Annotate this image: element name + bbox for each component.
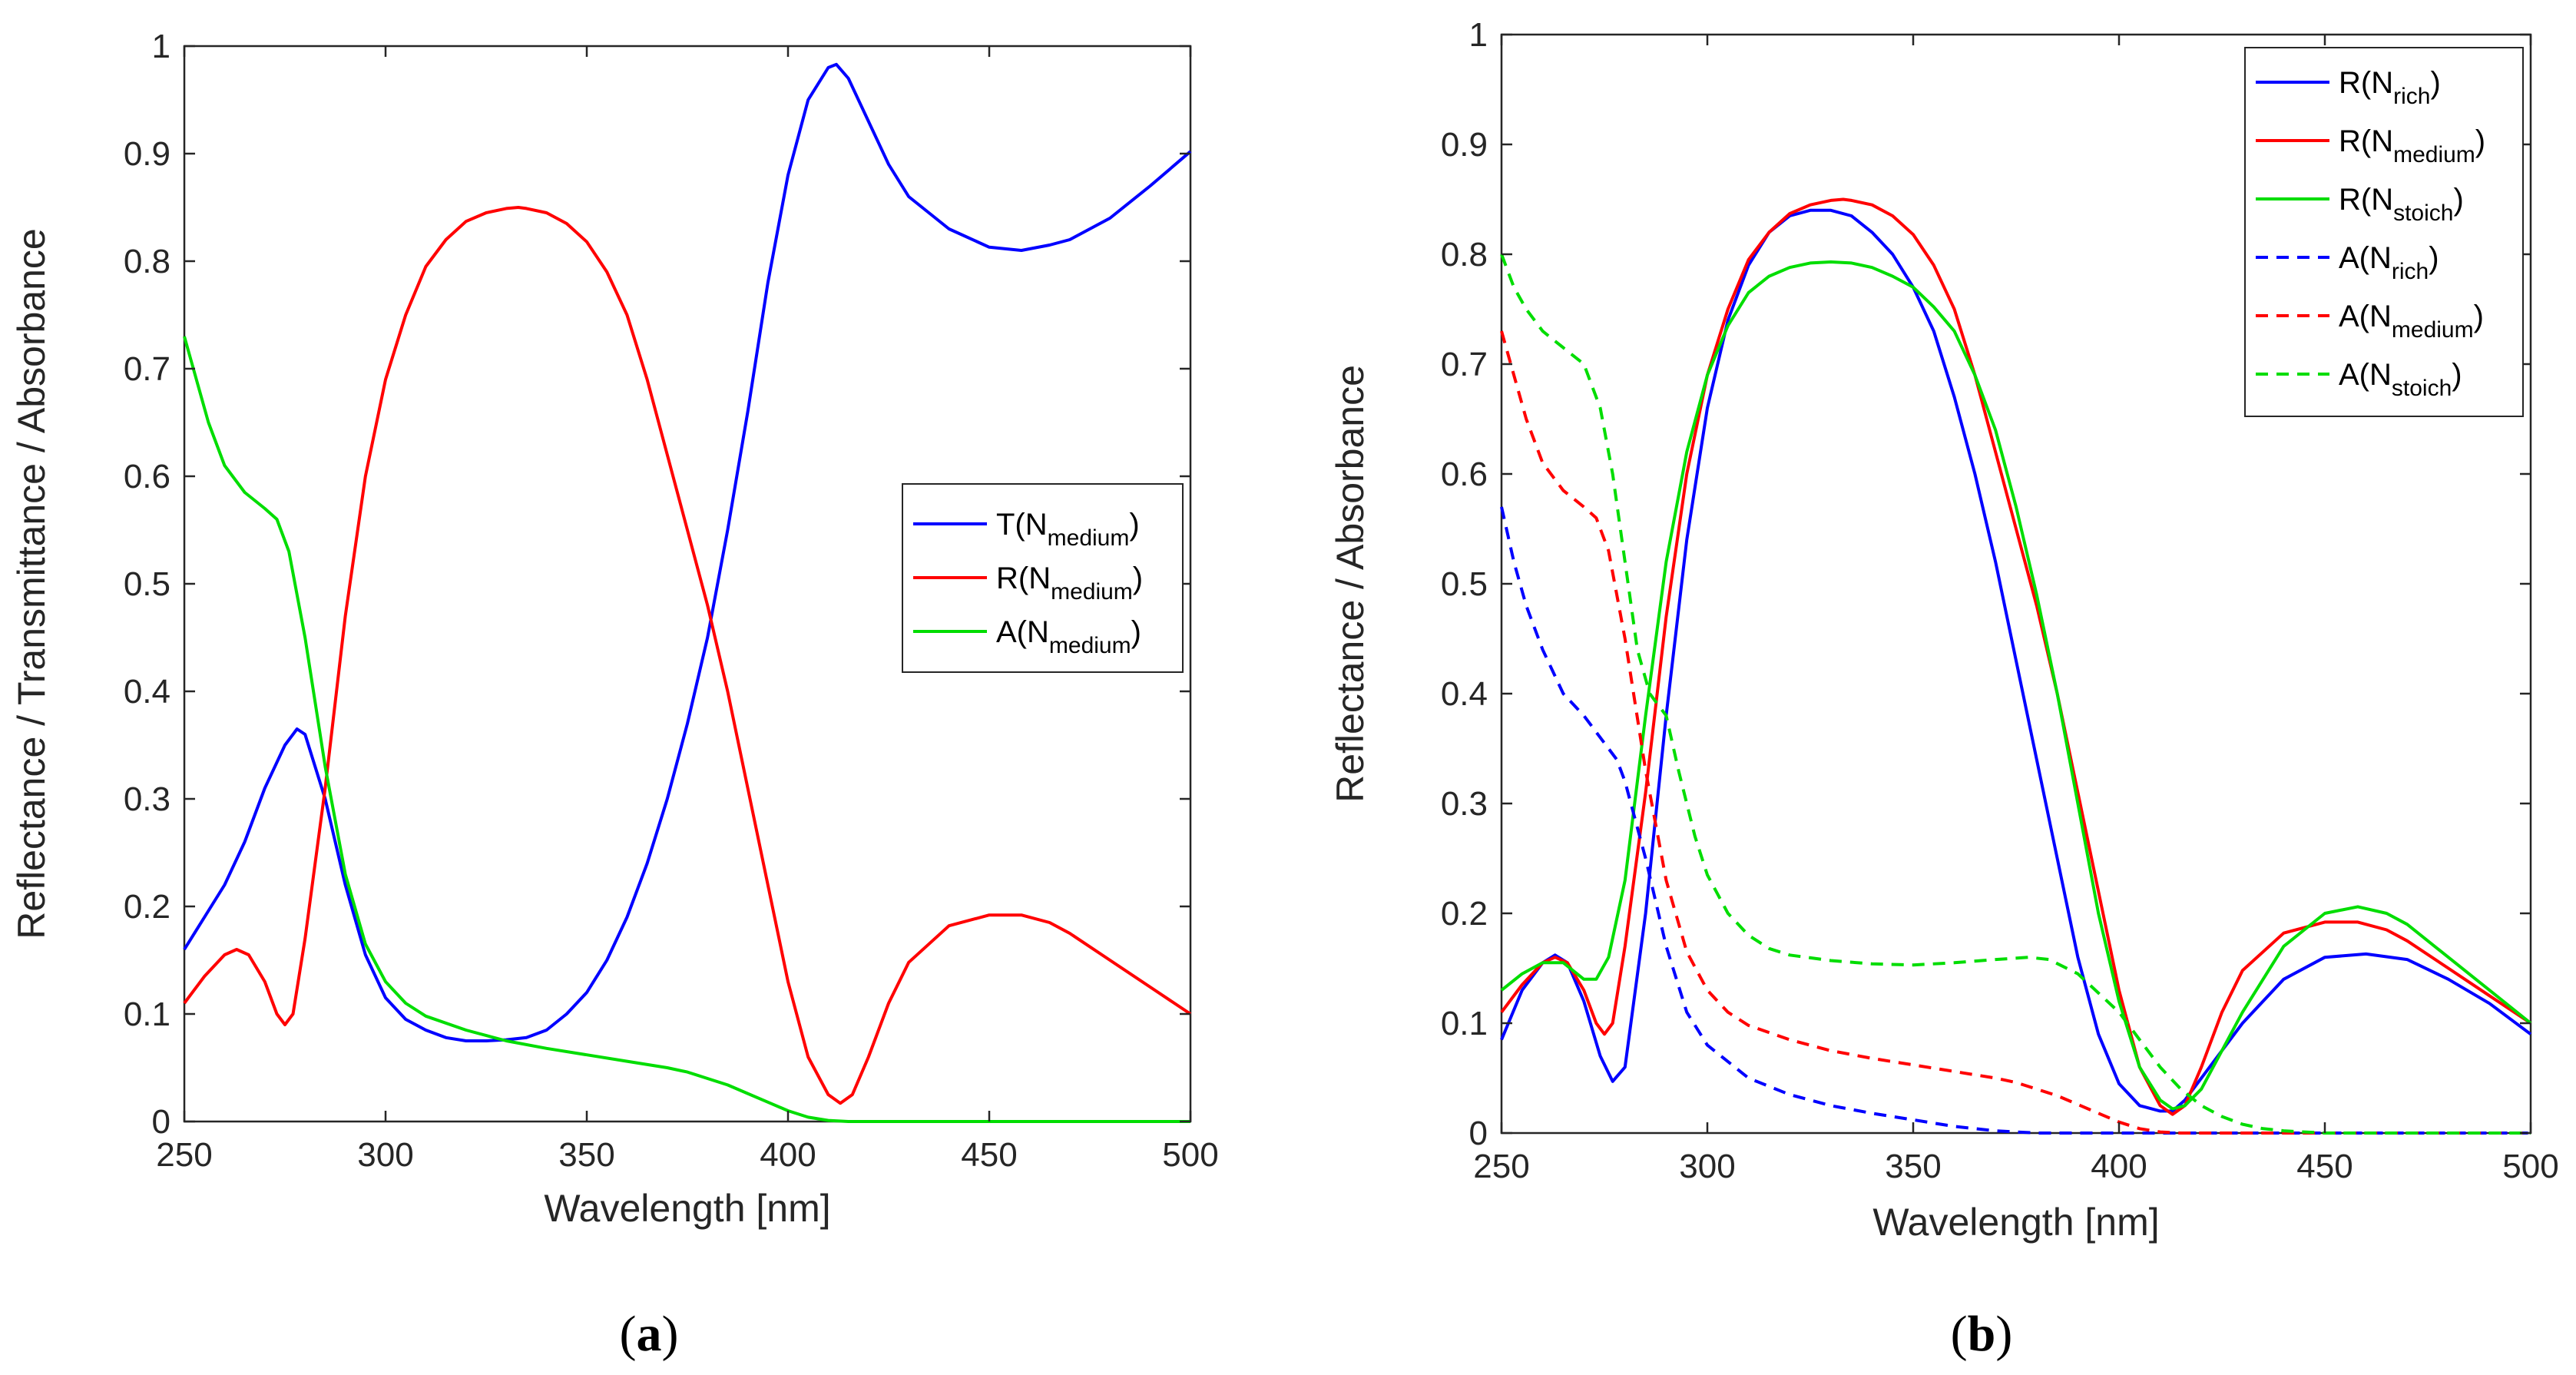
y-tick-label: 0.2: [1441, 895, 1488, 933]
y-tick-label: 0.5: [1441, 565, 1488, 603]
y-tick-label: 0.1: [124, 996, 171, 1033]
y-tick-label: 0.9: [1441, 126, 1488, 164]
y-tick-label: 0: [152, 1103, 171, 1141]
legend-entry-label: R(Nmedium): [996, 562, 1143, 605]
x-tick-label: 450: [961, 1136, 1017, 1174]
y-tick-label: 0.5: [124, 565, 171, 603]
panel-a: 250 300 350 400 450 500 0 0.1 0.2 0.3 0.4 0.5 0.6 0.7…: [10, 28, 1219, 1362]
legend-entry-label: A(Nrich): [2339, 241, 2439, 284]
legend-entry-label: T(Nmedium): [996, 508, 1140, 551]
x-tick-label: 300: [1679, 1148, 1735, 1185]
x-tick-label: 400: [2091, 1148, 2147, 1185]
y-tick-label: 0.8: [124, 243, 171, 280]
y-tick-label: 0.4: [124, 673, 171, 711]
legend-entry-label: A(Nmedium): [996, 615, 1141, 658]
x-tick-label: 500: [2502, 1148, 2558, 1185]
caption-b: (b): [1951, 1306, 2013, 1362]
series-line-a-n-medium-: [183, 336, 1190, 1123]
y-tick-label: 0.3: [124, 780, 171, 818]
legend-box: [2244, 47, 2524, 417]
x-tick-label: 300: [357, 1136, 413, 1174]
panel-b: 250 300 350 400 450 500 0 0.1 0.2 0.3 0.4 0.5 0.6 0.7…: [1329, 16, 2559, 1362]
series-line-a-n-rich-: [1500, 506, 2531, 1135]
x-tick-label: 400: [760, 1136, 816, 1174]
y-axis-label-b: Reflectance / Absorbance: [1329, 365, 1372, 803]
series-line-a-n-stoich-: [1500, 253, 2531, 1135]
series-group-a: [183, 62, 1192, 1123]
series-line-r-n-stoich-: [1500, 260, 2532, 1111]
legend-entry-label: A(Nstoich): [2339, 358, 2462, 401]
x-tick-label: 500: [1162, 1136, 1218, 1174]
x-tick-label: 350: [558, 1136, 614, 1174]
y-tick-label: 0.4: [1441, 675, 1488, 713]
y-tick-label: 0: [1469, 1115, 1488, 1152]
x-tick-label: 450: [2296, 1148, 2353, 1185]
legend-entry-label: R(Nstoich): [2339, 183, 2464, 226]
y-tick-label: 0.6: [124, 458, 171, 495]
legend-b: R(Nrich) R(Nmedium) R(Nstoich) A(Nrich) A(Nm…: [2244, 47, 2524, 417]
y-tick-label: 0.7: [124, 350, 171, 388]
y-tick-label: 1: [1469, 16, 1488, 54]
y-tick-label: 1: [152, 28, 171, 65]
legend-entry-label: R(Nrich): [2339, 66, 2441, 109]
y-tick-label: 0.6: [1441, 456, 1488, 493]
series-line-r-n-medium-: [183, 206, 1192, 1105]
legend-a: T(Nmedium) R(Nmedium) A(Nmedium): [902, 483, 1184, 673]
y-tick-label: 0.9: [124, 135, 171, 173]
x-tick-label: 250: [156, 1136, 212, 1174]
y-tick-label: 0.8: [1441, 236, 1488, 273]
y-tick-label: 0.7: [1441, 346, 1488, 383]
legend-entry-label: A(Nmedium): [2339, 300, 2484, 343]
legend-entry-label: R(Nmedium): [2339, 124, 2485, 167]
x-tick-label: 350: [1885, 1148, 1941, 1185]
series-group-b: [1500, 197, 2532, 1135]
series-line-r-n-medium-: [1500, 197, 2532, 1116]
x-axis-label-b: Wavelength [nm]: [1872, 1201, 2159, 1244]
y-axis-label-a: Reflectance / Transmittance / Absorbance: [10, 228, 53, 939]
y-tick-label: 0.3: [1441, 785, 1488, 823]
y-tick-label: 0.2: [124, 888, 171, 926]
y-tick-label: 0.1: [1441, 1005, 1488, 1042]
caption-a: (a): [620, 1306, 679, 1362]
series-line-t-n-medium-: [183, 62, 1192, 1042]
x-tick-label: 250: [1473, 1148, 1529, 1185]
x-axis-label-a: Wavelength [nm]: [544, 1187, 830, 1230]
